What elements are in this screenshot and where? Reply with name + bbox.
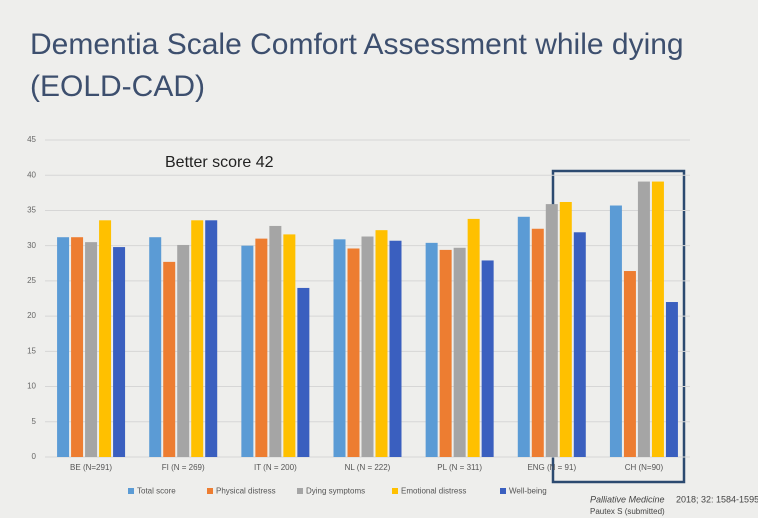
bar [390, 241, 402, 457]
bar [426, 243, 438, 457]
bar [574, 232, 586, 457]
slide: Dementia Scale Comfort Assessment while … [0, 0, 758, 518]
legend-label: Well-being [509, 487, 547, 496]
bar [610, 206, 622, 457]
bar [57, 237, 69, 457]
bar [191, 220, 203, 457]
legend-label: Dying symptoms [306, 487, 365, 496]
x-tick-label: CH (N=90) [625, 463, 664, 472]
bar [241, 246, 253, 457]
y-tick-label: 30 [27, 241, 36, 250]
bar [666, 302, 678, 457]
legend-swatch [207, 488, 213, 494]
bar [177, 245, 189, 457]
legend-swatch [392, 488, 398, 494]
x-tick-label: BE (N=291) [70, 463, 112, 472]
bar [652, 182, 664, 457]
bar [376, 230, 388, 457]
source-author: Pautex S (submitted) [590, 507, 665, 516]
annotation: Better score 42 [165, 154, 274, 171]
bar [362, 237, 374, 457]
title-line: Dementia Scale Comfort Assessment while … [30, 28, 684, 61]
bar [269, 226, 281, 457]
bar [283, 234, 295, 457]
bar [454, 248, 466, 457]
bar [532, 229, 544, 457]
bar [163, 262, 175, 457]
bar [624, 271, 636, 457]
x-tick-label: PL (N = 311) [437, 463, 482, 472]
y-tick-label: 40 [27, 170, 36, 179]
y-tick-label: 10 [27, 382, 36, 391]
bar [149, 237, 161, 457]
legend-swatch [500, 488, 506, 494]
legend-swatch [297, 488, 303, 494]
title-line: (EOLD-CAD) [30, 70, 205, 103]
bar [297, 288, 309, 457]
bar [546, 204, 558, 457]
source-citation: 2018; 32: 1584-1595 [676, 494, 758, 504]
x-tick-label: NL (N = 222) [345, 463, 391, 472]
bar [518, 217, 530, 457]
y-tick-label: 20 [27, 311, 36, 320]
y-tick-label: 15 [27, 346, 36, 355]
bar [348, 248, 360, 457]
bar [255, 239, 267, 457]
legend-label: Total score [137, 487, 176, 496]
x-tick-label: ENG (N = 91) [527, 463, 576, 472]
legend-swatch [128, 488, 134, 494]
bar [99, 220, 111, 457]
y-tick-label: 0 [32, 452, 37, 461]
bar [468, 219, 480, 457]
bar [560, 202, 572, 457]
y-tick-label: 35 [27, 206, 36, 215]
y-tick-label: 5 [32, 417, 37, 426]
bar [482, 260, 494, 457]
source-journal: Palliative Medicine [590, 494, 665, 504]
bar [85, 242, 97, 457]
bar [440, 250, 452, 457]
bar [205, 220, 217, 457]
x-tick-label: IT (N = 200) [254, 463, 297, 472]
x-tick-label: FI (N = 269) [162, 463, 205, 472]
legend-label: Emotional distress [401, 487, 466, 496]
y-tick-label: 25 [27, 276, 36, 285]
bar [638, 182, 650, 457]
legend-label: Physical distress [216, 487, 276, 496]
bar [71, 237, 83, 457]
bar [113, 247, 125, 457]
bar [334, 239, 346, 457]
y-tick-label: 45 [27, 135, 36, 144]
